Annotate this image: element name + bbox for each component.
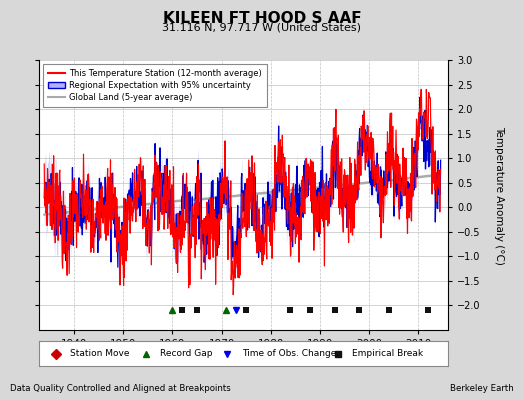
Text: Record Gap: Record Gap — [160, 349, 212, 358]
Y-axis label: Temperature Anomaly (°C): Temperature Anomaly (°C) — [495, 126, 505, 264]
Text: 31.116 N, 97.717 W (United States): 31.116 N, 97.717 W (United States) — [162, 22, 362, 32]
Text: Time of Obs. Change: Time of Obs. Change — [242, 349, 336, 358]
Text: KILEEN FT HOOD S AAF: KILEEN FT HOOD S AAF — [162, 11, 362, 26]
Legend: This Temperature Station (12-month average), Regional Expectation with 95% uncer: This Temperature Station (12-month avera… — [43, 64, 267, 107]
Text: Data Quality Controlled and Aligned at Breakpoints: Data Quality Controlled and Aligned at B… — [10, 384, 231, 393]
Text: Empirical Break: Empirical Break — [352, 349, 423, 358]
Text: Berkeley Earth: Berkeley Earth — [450, 384, 514, 393]
Text: Station Move: Station Move — [70, 349, 129, 358]
